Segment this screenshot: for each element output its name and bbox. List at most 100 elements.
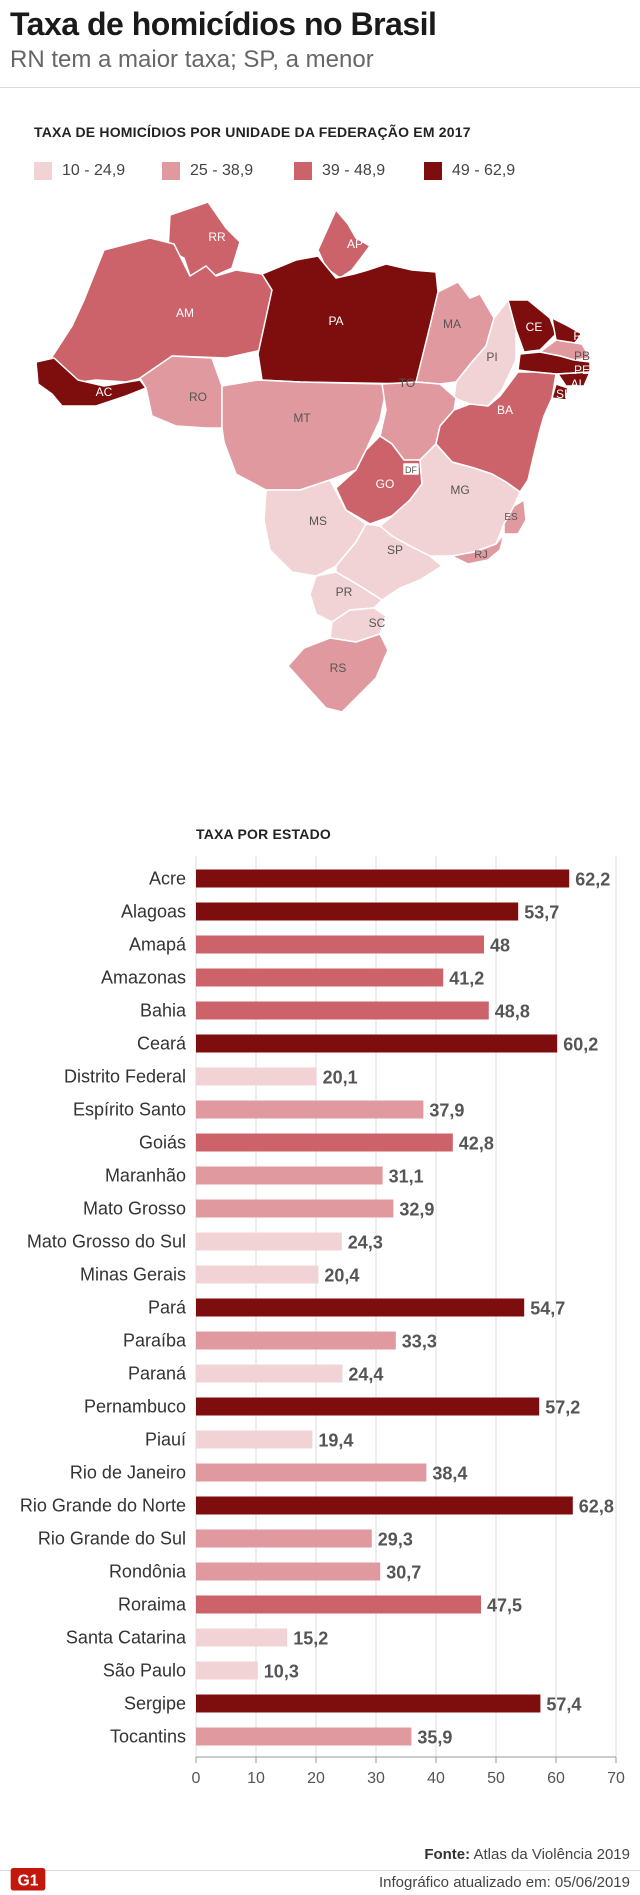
x-tick-label: 50 [487,1770,505,1787]
category-label: Espírito Santo [73,1100,186,1120]
bar [196,1001,489,1020]
category-label: Paraná [128,1364,187,1384]
map-label-mt: MT [293,411,311,425]
data-label: 42,8 [459,1134,494,1154]
data-label: 20,1 [323,1068,358,1088]
bar [196,1496,573,1515]
source-note: Fonte: Atlas da Violência 2019 [424,1846,630,1863]
map-label-pi: PI [486,350,497,364]
bar [196,869,570,888]
legend-label: 10 - 24,9 [62,162,126,179]
category-label: Pará [148,1298,187,1318]
map-label-df: DF [405,465,417,475]
category-label: Mato Grosso [83,1199,186,1219]
bar [196,1661,258,1680]
legend-item: 25 - 38,9 [162,162,253,180]
source-label: Fonte: [424,1846,471,1863]
map-label-ro: RO [189,390,207,404]
map-label-ap: AP [347,237,363,251]
page-title: Taxa de homicídios no Brasil [10,6,437,42]
data-label: 30,7 [386,1563,421,1583]
map-label-ce: CE [526,320,543,334]
bar [196,1628,288,1647]
category-label: Paraíba [123,1331,187,1351]
category-label: Sergipe [124,1694,186,1714]
map-label-to: TO [399,376,415,390]
data-label: 62,8 [579,1497,614,1517]
map-label-rn: RN [573,329,590,343]
data-label: 57,2 [545,1398,580,1418]
category-label: Amazonas [101,968,186,988]
legend-label: 39 - 48,9 [322,162,386,179]
data-label: 54,7 [530,1299,565,1319]
category-label: São Paulo [103,1661,186,1681]
category-label: Rio de Janeiro [70,1463,186,1483]
map-label-sc: SC [369,616,386,630]
bar [196,1331,396,1350]
updated-note: Infográfico atualizado em: 05/06/2019 [378,1874,630,1891]
data-label: 33,3 [402,1332,437,1352]
map-state-df [403,463,419,475]
data-label: 38,4 [432,1464,467,1484]
data-label: 62,2 [575,870,610,890]
data-label: 47,5 [487,1596,522,1616]
bar [196,1694,541,1713]
bar [196,935,484,954]
bar [196,1727,412,1746]
map-label-rj: RJ [474,549,487,561]
legend-item: 39 - 48,9 [294,162,385,180]
data-label: 24,3 [348,1233,383,1253]
legend-swatch [424,162,442,180]
map-label-rr: RR [208,230,226,244]
category-label: Distrito Federal [64,1067,186,1087]
map-heading: TAXA DE HOMICÍDIOS POR UNIDADE DA FEDERA… [34,124,471,140]
bar [196,1133,453,1152]
legend-swatch [294,162,312,180]
page-subtitle: RN tem a maior taxa; SP, a menor [10,46,374,73]
category-label: Goiás [139,1133,186,1153]
map-label-sp: SP [387,543,403,557]
category-label: Roraima [118,1595,187,1615]
map-label-mg: MG [450,483,469,497]
x-tick-label: 70 [607,1770,625,1787]
bar [196,1199,394,1218]
category-label: Pernambuco [84,1397,186,1417]
x-tick-label: 20 [307,1770,325,1787]
map-label-al: AL [571,377,586,391]
category-label: Santa Catarina [66,1628,187,1648]
category-label: Rio Grande do Sul [38,1529,186,1549]
category-label: Tocantins [110,1727,186,1747]
map-state-es [503,499,527,535]
map-label-rs: RS [330,661,347,675]
x-tick-label: 30 [367,1770,385,1787]
map-label-ac: AC [96,385,113,399]
map-label-am: AM [176,306,194,320]
data-label: 48,8 [495,1002,530,1022]
footer-divider [0,1870,640,1871]
map-label-pb: PB [574,349,590,363]
map-label-ma: MA [443,317,461,331]
map-label-se: SE [556,387,572,401]
map-label-ba: BA [497,403,513,417]
category-label: Amapá [129,935,187,955]
x-tick-label: 40 [427,1770,445,1787]
data-label: 10,3 [264,1662,299,1682]
data-label: 24,4 [348,1365,383,1385]
data-label: 48 [490,936,510,956]
data-label: 29,3 [378,1530,413,1550]
g1-logo-text: G1 [18,1872,39,1889]
data-label: 31,1 [389,1167,424,1187]
category-label: Piauí [145,1430,186,1450]
data-label: 19,4 [318,1431,353,1451]
category-label: Mato Grosso do Sul [27,1232,186,1252]
bar [196,1463,427,1482]
map-state-ac [35,357,147,407]
data-label: 57,4 [546,1695,581,1715]
category-label: Alagoas [121,902,186,922]
data-label: 32,9 [399,1200,434,1220]
x-tick-label: 0 [192,1770,201,1787]
map-state-pe [517,351,591,375]
bar [196,902,519,921]
bar-chart: Acre 62,2 Alagoas 53,7 Amapá 48 Amazonas 41,2 Ba… [20,856,625,1787]
